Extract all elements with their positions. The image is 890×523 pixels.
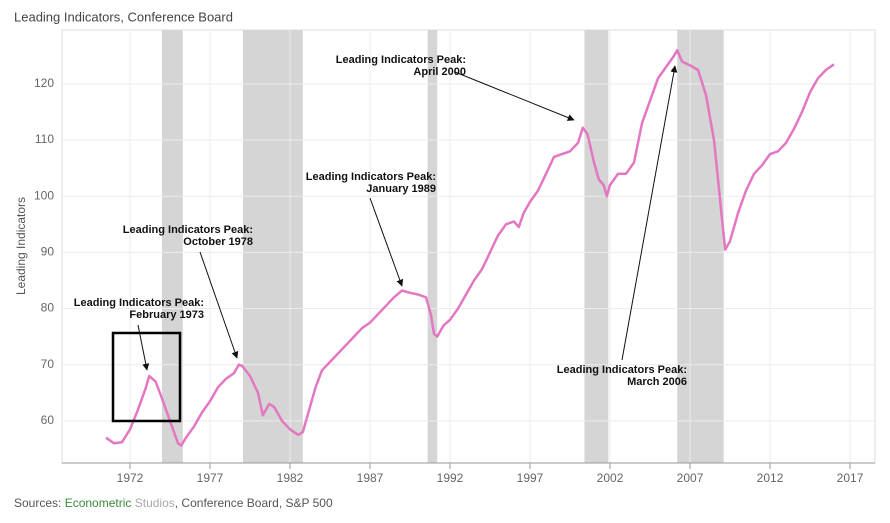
annotation-text: January 1989 <box>366 183 436 195</box>
x-tick-label: 2002 <box>597 471 624 485</box>
annotation-arrow <box>199 251 239 359</box>
y-tick-label: 90 <box>41 245 55 259</box>
x-tick-label: 1992 <box>437 471 464 485</box>
y-tick-label: 60 <box>41 413 55 427</box>
annotation-arrow <box>137 324 150 371</box>
annotation-text: Leading Indicators Peak: <box>336 54 466 66</box>
recession-band <box>162 30 183 463</box>
y-tick-label: 110 <box>35 132 54 146</box>
annotation-text: February 1973 <box>129 309 204 321</box>
y-axis-label: Leading Indicators <box>14 197 28 295</box>
annotation-text: October 1978 <box>183 236 253 248</box>
x-tick-label: 2007 <box>677 471 704 485</box>
highlight-box <box>111 331 182 423</box>
y-tick-label: 70 <box>41 357 55 371</box>
recession-band <box>427 30 438 463</box>
source-part: Studios <box>131 496 174 510</box>
source-part: Econometric <box>65 496 132 510</box>
x-tick-label: 1982 <box>277 471 304 485</box>
recession-band <box>242 30 303 463</box>
y-tick-label: 120 <box>34 76 54 90</box>
x-tick-label: 2012 <box>757 471 784 485</box>
source-part: , Conference Board, S&P 500 <box>175 496 333 510</box>
x-tick-label: 1987 <box>357 471 384 485</box>
y-tick-label: 80 <box>41 301 55 315</box>
chart-title: Leading Indicators, Conference Board <box>14 9 233 24</box>
x-tick-label: 1977 <box>197 471 224 485</box>
annotation-arrow <box>621 65 678 361</box>
annotation-text: April 2000 <box>413 66 466 78</box>
x-tick-label: 1997 <box>517 471 544 485</box>
x-tick-label: 1972 <box>117 471 144 485</box>
annotation-arrow <box>454 71 575 121</box>
recession-band <box>584 30 609 463</box>
plot-area <box>61 29 876 464</box>
y-tick-label: 100 <box>34 188 54 202</box>
annotation-arrow <box>369 197 404 287</box>
source: Sources: Econometric Studios, Conference… <box>14 496 333 510</box>
annotation-text: Leading Indicators Peak: <box>123 224 253 236</box>
annotation-text: Leading Indicators Peak: <box>557 364 687 376</box>
annotation-text: Leading Indicators Peak: <box>306 171 436 183</box>
series-line <box>105 48 835 447</box>
x-tick-label: 2017 <box>837 471 864 485</box>
source-part: Sources: <box>14 496 65 510</box>
annotation-text: March 2006 <box>627 376 687 388</box>
recession-band <box>677 30 724 463</box>
annotation-text: Leading Indicators Peak: <box>74 297 204 309</box>
